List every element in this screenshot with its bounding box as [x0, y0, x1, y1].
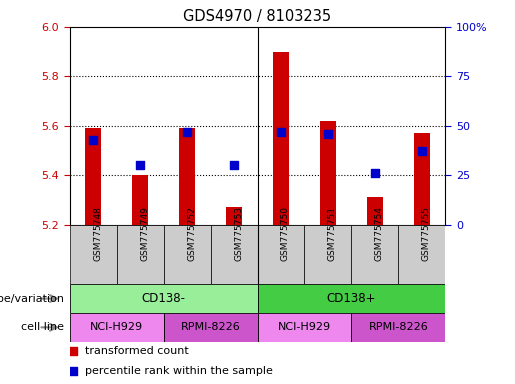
Text: transformed count: transformed count	[84, 346, 188, 356]
Point	[418, 148, 426, 154]
Text: CD138+: CD138+	[327, 292, 376, 305]
Bar	[352, 225, 399, 284]
Bar	[367, 197, 383, 225]
Text: GSM775751: GSM775751	[328, 206, 337, 261]
Text: NCI-H929: NCI-H929	[90, 322, 143, 333]
Text: GSM775750: GSM775750	[281, 206, 290, 261]
Bar	[258, 313, 352, 342]
Title: GDS4970 / 8103235: GDS4970 / 8103235	[183, 9, 332, 24]
Point	[89, 137, 97, 143]
Text: GSM775749: GSM775749	[140, 206, 149, 261]
Bar	[164, 313, 258, 342]
Bar	[258, 284, 445, 313]
Bar	[70, 284, 258, 313]
Bar	[179, 128, 195, 225]
Text: percentile rank within the sample: percentile rank within the sample	[84, 366, 272, 376]
Text: GSM775754: GSM775754	[375, 206, 384, 261]
Point	[136, 162, 144, 169]
Bar	[273, 51, 289, 225]
Text: GSM775753: GSM775753	[234, 206, 243, 261]
Text: cell line: cell line	[22, 322, 64, 333]
Text: RPMI-8226: RPMI-8226	[369, 322, 428, 333]
Bar	[211, 225, 258, 284]
Text: genotype/variation: genotype/variation	[0, 293, 64, 304]
Text: NCI-H929: NCI-H929	[278, 322, 331, 333]
Bar	[85, 128, 101, 225]
Bar	[164, 225, 211, 284]
Bar	[352, 313, 445, 342]
Text: GSM775752: GSM775752	[187, 206, 196, 261]
Bar	[70, 225, 116, 284]
Text: GSM775755: GSM775755	[422, 206, 431, 261]
Text: RPMI-8226: RPMI-8226	[181, 322, 241, 333]
Bar	[414, 133, 430, 225]
Bar	[320, 121, 336, 225]
Point	[371, 170, 379, 176]
Point	[183, 129, 191, 135]
Point	[69, 348, 77, 354]
Text: GSM775748: GSM775748	[93, 206, 102, 261]
Point	[277, 129, 285, 135]
Bar	[304, 225, 352, 284]
Text: CD138-: CD138-	[142, 292, 185, 305]
Bar	[116, 225, 164, 284]
Bar	[226, 207, 242, 225]
Point	[230, 162, 238, 169]
Bar	[258, 225, 304, 284]
Bar	[399, 225, 445, 284]
Point	[324, 131, 332, 137]
Bar	[70, 313, 164, 342]
Bar	[132, 175, 148, 225]
Point	[69, 367, 77, 374]
